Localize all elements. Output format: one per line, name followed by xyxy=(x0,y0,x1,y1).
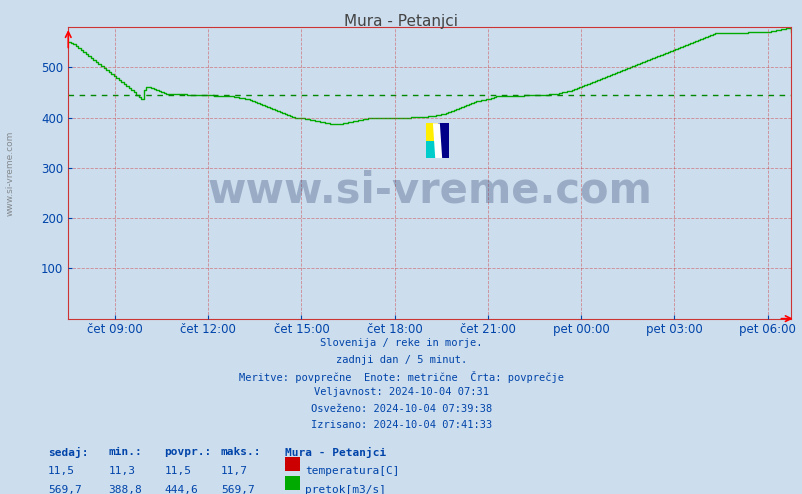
Text: Mura - Petanjci: Mura - Petanjci xyxy=(344,14,458,29)
Text: 11,3: 11,3 xyxy=(108,466,136,476)
Polygon shape xyxy=(432,124,442,158)
Text: zadnji dan / 5 minut.: zadnji dan / 5 minut. xyxy=(335,355,467,365)
Text: povpr.:: povpr.: xyxy=(164,447,212,457)
Text: www.si-vreme.com: www.si-vreme.com xyxy=(207,169,651,211)
Text: min.:: min.: xyxy=(108,447,142,457)
Text: 11,5: 11,5 xyxy=(48,466,75,476)
Bar xyxy=(425,124,437,141)
Text: pretok[m3/s]: pretok[m3/s] xyxy=(305,485,386,494)
Text: 569,7: 569,7 xyxy=(48,485,82,494)
Text: 569,7: 569,7 xyxy=(221,485,254,494)
Bar xyxy=(425,141,437,158)
Text: maks.:: maks.: xyxy=(221,447,261,457)
Text: Meritve: povprečne  Enote: metrične  Črta: povprečje: Meritve: povprečne Enote: metrične Črta:… xyxy=(239,371,563,383)
Text: Izrisano: 2024-10-04 07:41:33: Izrisano: 2024-10-04 07:41:33 xyxy=(310,420,492,430)
Bar xyxy=(437,124,448,158)
Text: Mura - Petanjci: Mura - Petanjci xyxy=(285,447,386,458)
Text: Osveženo: 2024-10-04 07:39:38: Osveženo: 2024-10-04 07:39:38 xyxy=(310,404,492,413)
Text: Slovenija / reke in morje.: Slovenija / reke in morje. xyxy=(320,338,482,348)
Text: temperatura[C]: temperatura[C] xyxy=(305,466,399,476)
Text: Veljavnost: 2024-10-04 07:31: Veljavnost: 2024-10-04 07:31 xyxy=(314,387,488,397)
Text: 11,5: 11,5 xyxy=(164,466,192,476)
Text: 11,7: 11,7 xyxy=(221,466,248,476)
Text: 444,6: 444,6 xyxy=(164,485,198,494)
Text: 388,8: 388,8 xyxy=(108,485,142,494)
Text: sedaj:: sedaj: xyxy=(48,447,88,458)
Text: www.si-vreme.com: www.si-vreme.com xyxy=(5,130,14,215)
